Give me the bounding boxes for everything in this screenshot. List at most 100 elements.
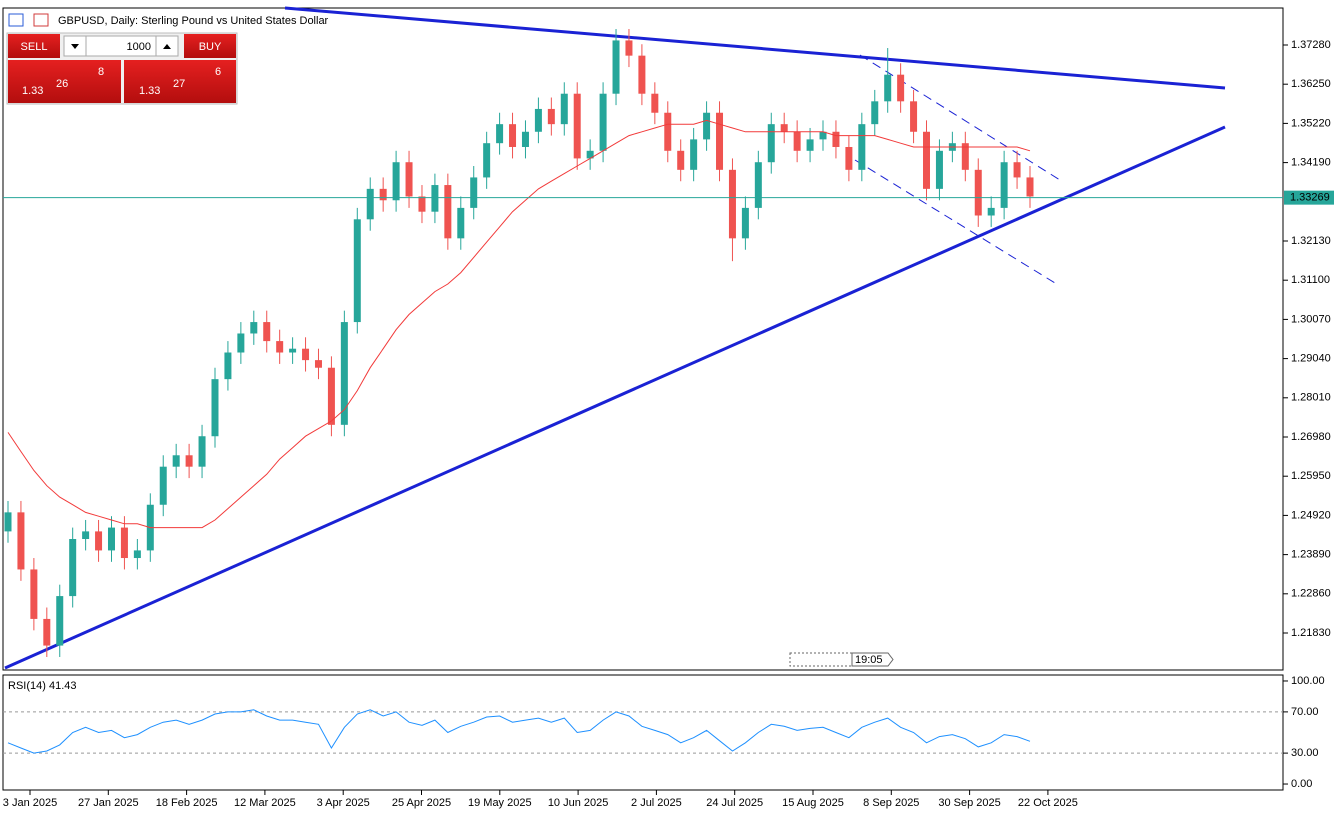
candle-body	[509, 124, 517, 147]
y-tick-label: 0.00	[1291, 778, 1312, 790]
candle-body	[418, 196, 426, 212]
symbol-title: GBPUSD, Daily: Sterling Pound vs United …	[58, 15, 329, 27]
candle-body	[224, 352, 232, 380]
candle-body	[263, 322, 271, 342]
arrow-down	[71, 44, 79, 49]
y-tick-label: 1.26980	[1291, 431, 1331, 443]
candle-body	[120, 527, 128, 559]
candle-body	[392, 162, 400, 201]
candle-body	[353, 219, 361, 323]
y-tick-label: 100.00	[1291, 675, 1325, 687]
y-tick-label: 1.35220	[1291, 117, 1331, 129]
candle-body	[198, 436, 206, 467]
candle-body	[4, 512, 12, 532]
rsi-title: RSI(14) 41.43	[8, 680, 76, 692]
trend-lines	[4, 6, 1226, 670]
candle-body	[302, 348, 310, 361]
candle-body	[211, 379, 219, 437]
y-tick-label: 1.36250	[1291, 78, 1331, 90]
candle-body	[172, 455, 180, 467]
y-tick-label: 1.21830	[1291, 627, 1331, 639]
y-tick-label: 1.28010	[1291, 392, 1331, 404]
moving-average	[7, 119, 1031, 529]
current-price-label: 1.33269	[1290, 192, 1330, 204]
time-label: 19:05	[855, 654, 883, 666]
candle-body	[741, 207, 749, 239]
x-tick-label: 18 Feb 2025	[156, 797, 218, 809]
sell-label[interactable]: SELL	[21, 41, 48, 53]
candle-body	[560, 93, 568, 125]
arrow-up	[163, 44, 171, 49]
y-tick-label: 30.00	[1291, 747, 1319, 759]
candle-body	[444, 185, 452, 239]
x-tick-label: 8 Sep 2025	[863, 797, 919, 809]
candle-body	[780, 124, 788, 132]
sell-price-pip: 8	[98, 66, 104, 78]
candle-body	[379, 188, 387, 201]
candle-body	[806, 139, 814, 151]
candle-body	[95, 531, 103, 551]
x-tick-label: 24 Jul 2025	[706, 797, 763, 809]
x-tick-label: 2 Jul 2025	[631, 797, 682, 809]
y-tick-label: 1.34190	[1291, 157, 1331, 169]
x-tick-label: 25 Apr 2025	[392, 797, 451, 809]
resistance-line	[284, 6, 1226, 90]
channel-lower	[854, 159, 1056, 284]
candle-body	[1026, 177, 1034, 197]
candle-body	[17, 512, 25, 570]
y-tick-label: 1.29040	[1291, 353, 1331, 365]
candle-body	[923, 131, 931, 189]
support-line	[4, 125, 1226, 670]
buy-price-box[interactable]	[124, 60, 236, 103]
candle-body	[767, 124, 775, 163]
buy-label[interactable]: BUY	[199, 41, 222, 53]
volume-value[interactable]: 1000	[127, 41, 151, 53]
sell-price-main: 26	[56, 78, 68, 90]
candle-body	[289, 348, 297, 353]
candle-body	[237, 333, 245, 353]
candle-body	[935, 150, 943, 189]
candle-body	[819, 131, 827, 140]
buy-price-pip: 6	[215, 66, 221, 78]
sell-button[interactable]	[8, 34, 60, 58]
sell-price-box[interactable]	[8, 60, 121, 103]
y-tick-label: 1.30070	[1291, 313, 1331, 325]
price-pane	[2, 7, 1284, 671]
candle-body	[612, 40, 620, 94]
header: GBPUSD, Daily: Sterling Pound vs United …	[8, 13, 329, 27]
scroll-marks	[789, 652, 853, 667]
candle-body	[703, 112, 711, 140]
candle-body	[974, 169, 982, 216]
candle-body	[340, 322, 348, 425]
y-tick-label: 70.00	[1291, 706, 1319, 718]
rsi-line	[7, 709, 1031, 754]
time-marker: 19:05	[789, 652, 894, 667]
candle-body	[366, 188, 374, 220]
candle-body	[30, 569, 38, 619]
candle-body	[651, 93, 659, 113]
channel-upper	[859, 54, 1061, 181]
y-tick-label: 1.37280	[1291, 39, 1331, 51]
candle-body	[276, 341, 284, 353]
buy-price-big: 1.33	[139, 85, 160, 97]
candle-body	[677, 150, 685, 170]
candle-body	[107, 527, 115, 551]
candle-body	[845, 146, 853, 170]
x-tick-label: 30 Sep 2025	[938, 797, 1000, 809]
candle-body	[431, 185, 439, 212]
candle-body	[327, 367, 335, 425]
buy-button[interactable]	[184, 34, 236, 58]
x-tick-label: 27 Jan 2025	[78, 797, 139, 809]
y-tick-label: 1.22860	[1291, 588, 1331, 600]
y-tick-label: 1.24920	[1291, 509, 1331, 521]
candle-body	[470, 177, 478, 208]
candles	[4, 29, 1034, 657]
candle-body	[133, 550, 141, 559]
candle-body	[754, 162, 762, 208]
candle-body	[69, 539, 77, 597]
candle-body	[690, 139, 698, 170]
candle-body	[314, 360, 322, 368]
x-tick-label: 10 Jun 2025	[548, 797, 609, 809]
candle-body	[871, 101, 879, 125]
